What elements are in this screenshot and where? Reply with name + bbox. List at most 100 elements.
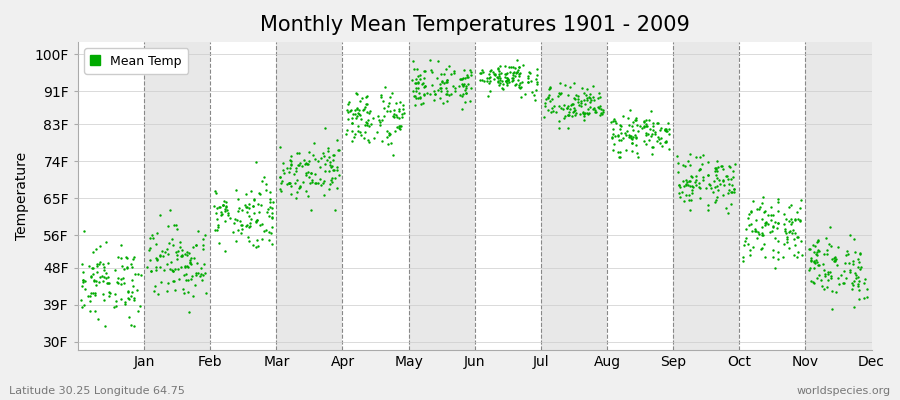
Point (752, 206, 766, 212)
Point (213, 209, 228, 216)
Point (381, 102, 395, 109)
Point (637, 118, 652, 124)
Point (423, 67, 437, 73)
Point (640, 123, 654, 129)
Point (660, 128, 674, 134)
Point (586, 106, 600, 112)
Point (824, 275, 838, 281)
Point (693, 154, 707, 160)
Point (91, 316, 105, 322)
Point (262, 229, 276, 235)
Point (102, 279, 116, 286)
Point (433, 81, 447, 87)
Point (435, 78, 449, 84)
Point (716, 178, 730, 184)
Point (480, 75, 494, 82)
Point (389, 112, 403, 118)
Point (149, 256, 164, 262)
Point (248, 219, 263, 226)
Point (351, 128, 365, 135)
Point (382, 132, 397, 138)
Point (262, 213, 276, 219)
Point (349, 115, 364, 122)
Point (231, 205, 246, 211)
Point (625, 136, 639, 142)
Point (103, 290, 117, 296)
Point (87, 277, 102, 283)
Point (644, 151, 659, 157)
Point (347, 133, 362, 140)
Point (628, 117, 643, 123)
Point (242, 205, 256, 211)
Point (562, 112, 576, 118)
Point (326, 152, 340, 159)
Point (327, 152, 341, 158)
Point (76, 277, 90, 283)
Point (315, 180, 329, 186)
Point (677, 198, 691, 204)
Point (590, 95, 605, 102)
Point (456, 80, 471, 87)
Point (436, 71, 451, 78)
Point (243, 188, 257, 194)
Point (786, 227, 800, 233)
Point (170, 256, 184, 262)
Point (429, 75, 444, 82)
Point (847, 278, 861, 284)
Point (500, 70, 515, 76)
Point (716, 192, 730, 198)
Point (454, 106, 469, 112)
Point (313, 182, 328, 188)
Point (829, 289, 843, 295)
Point (329, 184, 344, 191)
Point (436, 80, 451, 86)
Text: worldspecies.org: worldspecies.org (796, 386, 891, 396)
Point (295, 179, 310, 186)
Point (84, 274, 98, 280)
Point (549, 109, 563, 115)
Point (218, 206, 232, 212)
Point (754, 245, 769, 252)
Point (755, 232, 770, 238)
Point (218, 208, 232, 215)
Point (845, 286, 859, 292)
Point (121, 289, 135, 295)
Point (302, 180, 317, 186)
Point (562, 106, 577, 112)
Point (748, 216, 762, 223)
Point (169, 226, 184, 232)
Point (234, 230, 248, 236)
Point (173, 244, 187, 251)
Point (474, 77, 489, 84)
Point (434, 70, 448, 77)
Point (284, 158, 298, 164)
Point (363, 139, 377, 146)
Point (537, 102, 552, 109)
Point (560, 105, 574, 111)
Point (118, 300, 132, 307)
Point (168, 287, 183, 293)
Point (788, 236, 802, 242)
Point (292, 150, 306, 156)
Point (194, 270, 208, 277)
Point (355, 94, 369, 101)
Point (463, 98, 477, 104)
Point (658, 127, 672, 133)
Point (681, 178, 696, 184)
Point (724, 201, 738, 207)
Point (804, 278, 818, 284)
Point (846, 258, 860, 264)
Point (788, 217, 802, 223)
Point (625, 147, 639, 154)
Point (572, 111, 587, 117)
Point (688, 182, 703, 188)
Point (593, 103, 608, 109)
Point (242, 212, 256, 219)
Point (688, 177, 703, 183)
Point (512, 63, 526, 70)
Point (273, 173, 287, 180)
Point (122, 314, 136, 320)
Point (653, 125, 668, 131)
Point (529, 78, 544, 85)
Point (710, 168, 724, 174)
